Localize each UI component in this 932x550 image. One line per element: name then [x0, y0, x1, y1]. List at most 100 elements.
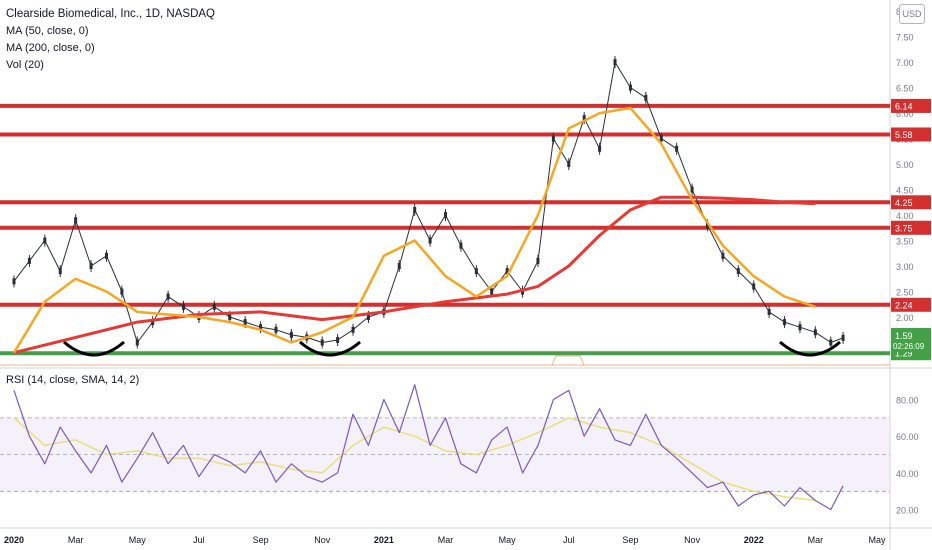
- level-label: 4.25: [895, 198, 913, 208]
- candle-body: [104, 252, 108, 259]
- candle-body: [628, 84, 632, 91]
- level-label: 3.75: [895, 223, 913, 233]
- legend-ma200: MA (200, close, 0): [6, 42, 95, 54]
- candle-body: [567, 161, 571, 168]
- time-tick-label: Sep: [253, 535, 269, 545]
- price-tick-label: 7.00: [896, 58, 914, 68]
- legend-ma50: MA (50, close, 0): [6, 25, 89, 37]
- candle-body: [675, 145, 679, 152]
- candle-body: [490, 288, 494, 295]
- candle-body: [428, 237, 432, 244]
- candle-body: [505, 268, 509, 275]
- candle-body: [58, 268, 62, 275]
- level-tag: [891, 195, 931, 210]
- candle-body: [829, 339, 833, 346]
- price-tick-label: 6.50: [896, 84, 914, 94]
- level-label: 1.29: [895, 349, 913, 359]
- price-tick-label: 5.00: [896, 160, 914, 170]
- rsi-tick-label: 40.00: [896, 469, 919, 479]
- level-tag: [891, 220, 931, 235]
- candle-body: [120, 288, 124, 295]
- last-price-label: 1.59: [895, 331, 913, 341]
- level-tag: [891, 98, 931, 113]
- last-price-tag: [891, 327, 931, 352]
- chart-title: Clearside Biomedical, Inc., 1D, NASDAQ: [6, 8, 215, 20]
- price-tick-label: 2.50: [896, 288, 914, 298]
- candle-body: [721, 252, 725, 259]
- time-tick-label: May: [868, 535, 886, 545]
- candle-body: [598, 145, 602, 152]
- candle-body: [89, 263, 93, 270]
- price-tick-label: 6.00: [896, 109, 914, 119]
- price-tick-label: 3.00: [896, 262, 914, 272]
- candle-body: [659, 135, 663, 142]
- rsi-tick-label: 60.00: [896, 432, 919, 442]
- candle-body: [259, 324, 263, 331]
- time-tick-label: Jul: [563, 535, 575, 545]
- rsi-tick-label: 20.00: [896, 506, 919, 516]
- time-tick-label: May: [129, 535, 147, 545]
- candle-body: [644, 94, 648, 101]
- rsi-line: [13, 384, 844, 511]
- candle-body: [841, 334, 845, 341]
- candle-body: [243, 319, 247, 326]
- candle-body: [551, 135, 555, 142]
- candle-body: [151, 319, 155, 326]
- chart-legend: Clearside Biomedical, Inc., 1D, NASDAQ M…: [6, 6, 215, 74]
- candle-body: [813, 329, 817, 336]
- time-tick-label: 2022: [744, 535, 764, 545]
- time-tick-label: Jul: [193, 535, 205, 545]
- candle-body: [27, 257, 31, 264]
- candle-body: [536, 257, 540, 264]
- candle-body: [366, 314, 370, 321]
- candle-body: [783, 319, 787, 326]
- candle-body: [182, 303, 186, 310]
- candle-body: [752, 283, 756, 290]
- level-label: 5.58: [895, 130, 913, 140]
- level-tag: [891, 297, 931, 312]
- candle-body: [459, 242, 463, 249]
- candle-body: [320, 339, 324, 346]
- legend-rsi: RSI (14, close, SMA, 14, 2): [6, 374, 140, 386]
- time-tick-label: Nov: [684, 535, 701, 545]
- candle-body: [582, 115, 586, 122]
- rsi-ma-line: [13, 417, 816, 502]
- time-tick-label: Nov: [314, 535, 331, 545]
- time-tick-label: May: [499, 535, 517, 545]
- candle-body: [613, 59, 617, 66]
- candle-body: [212, 303, 216, 310]
- candle-body: [474, 268, 478, 275]
- cup-arc: [63, 340, 125, 357]
- candle-body: [12, 278, 16, 285]
- candle-body: [444, 212, 447, 219]
- cup-arc: [779, 340, 841, 357]
- time-tick-label: 2021: [374, 535, 394, 545]
- currency-label[interactable]: USD: [899, 4, 925, 24]
- legend-vol: Vol (20): [6, 59, 44, 71]
- candle-body: [274, 326, 278, 333]
- candle-body: [413, 206, 417, 213]
- time-tick-label: Mar: [68, 535, 84, 545]
- time-tick-label: 2020: [4, 535, 24, 545]
- price-tick-label: 7.50: [896, 33, 914, 43]
- candle-body: [228, 314, 232, 321]
- price-tick-label: 4.00: [896, 211, 914, 221]
- level-tag: [891, 127, 931, 142]
- candle-body: [289, 331, 293, 338]
- time-tick-label: Mar: [438, 535, 454, 545]
- level-label: 6.14: [895, 101, 913, 111]
- candle-body: [397, 263, 401, 270]
- candle-body: [767, 308, 771, 315]
- level-label: 2.24: [895, 300, 913, 310]
- candle-body: [798, 324, 802, 331]
- countdown-label: 02:26:09: [893, 342, 925, 351]
- ma50-line: [12, 106, 816, 354]
- time-tick-label: Mar: [808, 535, 824, 545]
- price-tick-label: 2.00: [896, 313, 914, 323]
- candle-body: [74, 217, 78, 224]
- candle-body: [736, 268, 740, 275]
- candle-body: [351, 326, 355, 333]
- ma200-line: [13, 195, 816, 355]
- volume-spike: [551, 355, 585, 366]
